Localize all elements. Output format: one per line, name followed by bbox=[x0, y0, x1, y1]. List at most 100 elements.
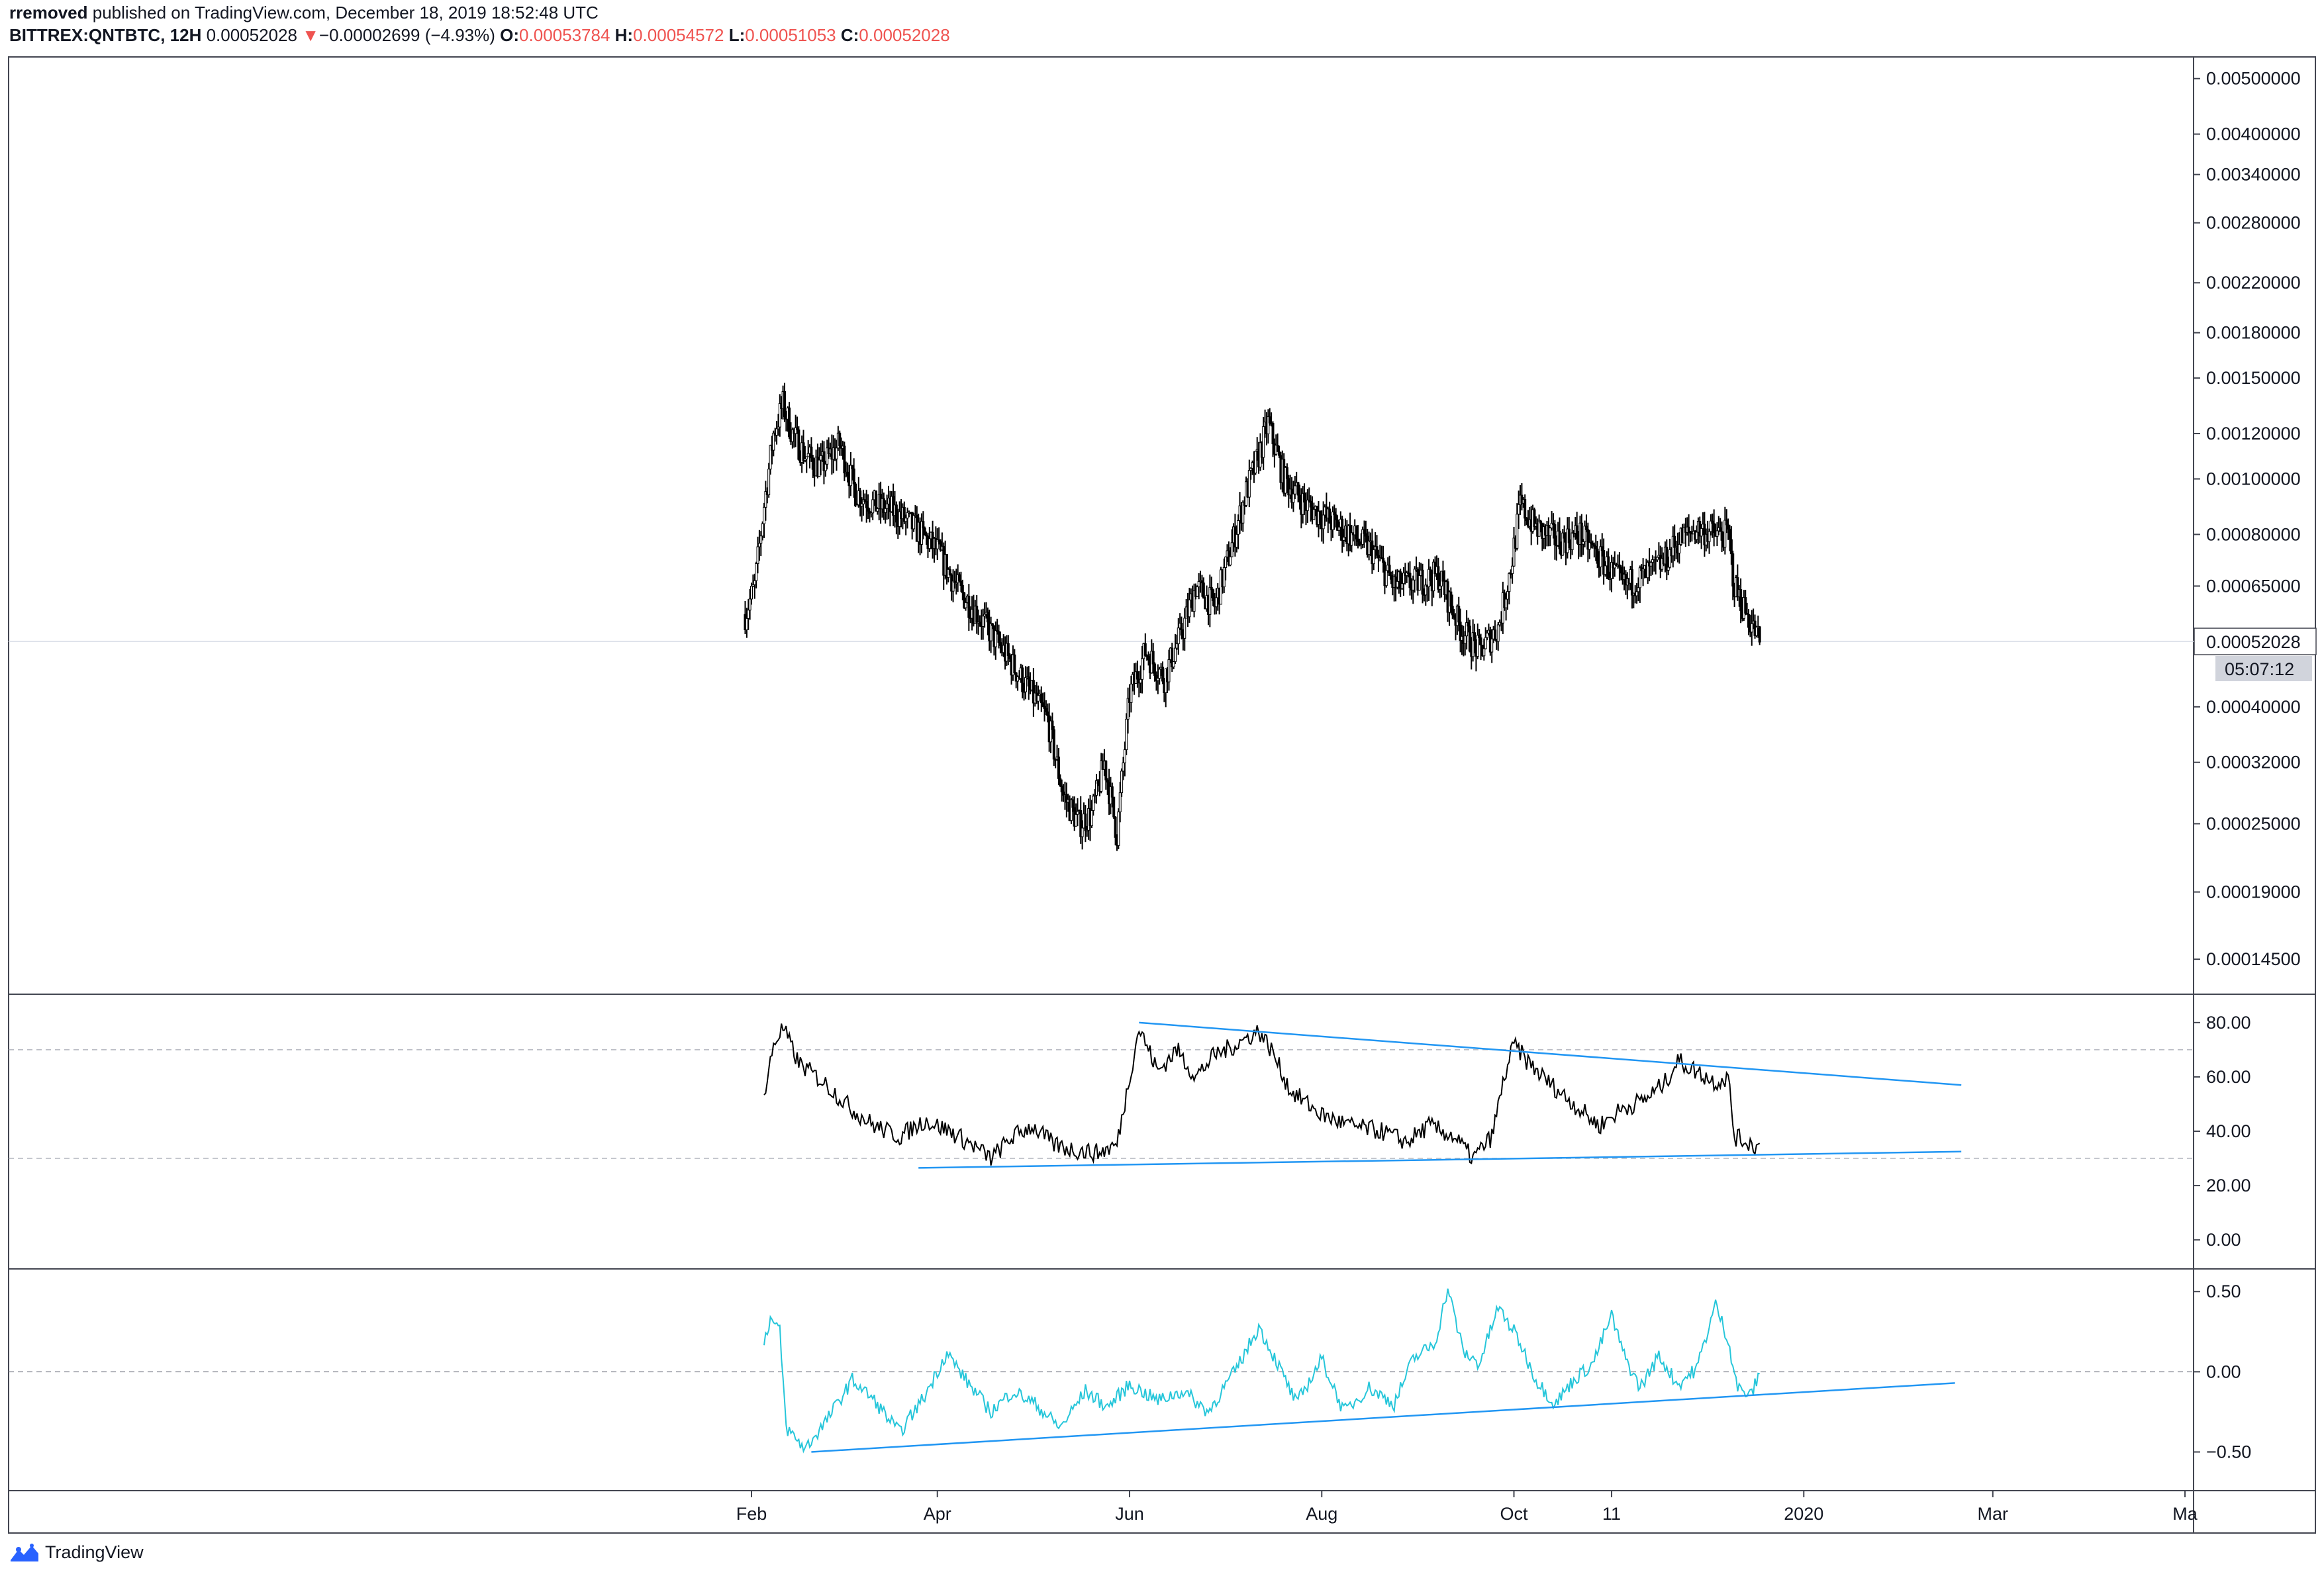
candle-body bbox=[1139, 678, 1142, 684]
candle-body bbox=[1342, 537, 1345, 541]
candle-body bbox=[865, 501, 868, 508]
candle-body bbox=[1482, 648, 1486, 657]
candle-body bbox=[1046, 711, 1049, 716]
candle-body bbox=[981, 616, 985, 627]
candle-body bbox=[1303, 492, 1306, 503]
candle-body bbox=[756, 546, 759, 564]
candle-body bbox=[1322, 514, 1325, 530]
candle-body bbox=[1057, 757, 1060, 779]
y-tick-label: 0.00019000 bbox=[2206, 882, 2301, 902]
candle-body bbox=[1750, 623, 1753, 633]
price-axis[interactable]: 0.00500000 0.00400000 0.00340000 0.00280000… bbox=[2194, 69, 2317, 1462]
x-tick-label: Ma bbox=[2172, 1504, 2198, 1524]
candle-body bbox=[1041, 702, 1045, 707]
y-tick-label: 80.00 bbox=[2206, 1013, 2251, 1033]
candle-body bbox=[1117, 812, 1120, 846]
x-tick-label: Oct bbox=[1500, 1504, 1529, 1524]
candle-body bbox=[1524, 498, 1527, 519]
candle-body bbox=[1635, 591, 1639, 596]
time-axis[interactable]: Feb Apr Jun Aug Oct 11 2020 Mar Ma bbox=[736, 1491, 2198, 1524]
y-tick-label: 0.00 bbox=[2206, 1230, 2241, 1250]
candle-body bbox=[1285, 467, 1288, 479]
candle-body bbox=[1630, 569, 1633, 596]
candle-body bbox=[819, 455, 822, 461]
y-tick-label: 0.00 bbox=[2206, 1362, 2241, 1381]
candle-body bbox=[1120, 770, 1124, 794]
candle-body bbox=[1575, 525, 1578, 539]
candle-body bbox=[1558, 530, 1561, 549]
candle-body bbox=[928, 538, 931, 549]
y-tick-label: 0.00280000 bbox=[2206, 213, 2301, 233]
symbol-label: BITTREX:QNTBTC, 12H bbox=[9, 25, 202, 45]
candle-body bbox=[1400, 583, 1404, 589]
candle-body bbox=[1147, 655, 1150, 661]
close-value: 0.00052028 bbox=[859, 25, 950, 45]
candle-body bbox=[1561, 532, 1565, 556]
candle-body bbox=[806, 453, 810, 457]
author-name[interactable]: rremoved bbox=[9, 3, 88, 23]
candle-body bbox=[1382, 557, 1385, 563]
candle-body bbox=[1125, 718, 1128, 751]
candle-body bbox=[1389, 575, 1392, 580]
candle-body bbox=[1143, 643, 1147, 656]
trendlines[interactable] bbox=[811, 1021, 1962, 1453]
candle-body bbox=[1202, 582, 1205, 599]
candle-body bbox=[867, 507, 870, 512]
candle-body bbox=[783, 391, 786, 418]
candle-body bbox=[1493, 629, 1496, 640]
candle-body bbox=[1429, 569, 1432, 581]
candle-body bbox=[854, 483, 857, 506]
candle-body bbox=[1600, 546, 1604, 551]
candle-body bbox=[1708, 531, 1711, 542]
candle-body bbox=[835, 447, 838, 459]
candle-body bbox=[802, 442, 805, 461]
candle-body bbox=[1553, 524, 1557, 545]
candle-body bbox=[1484, 637, 1487, 649]
candle-body bbox=[1271, 423, 1275, 445]
candle-body bbox=[1090, 810, 1093, 826]
candle-body bbox=[904, 518, 908, 522]
candle-body bbox=[1177, 628, 1180, 645]
candle-body bbox=[1384, 570, 1388, 586]
candle-body bbox=[1337, 526, 1341, 531]
candle-body bbox=[1197, 581, 1200, 588]
candle-body bbox=[1110, 786, 1114, 798]
candle-body bbox=[1453, 614, 1456, 618]
candle-body bbox=[748, 598, 751, 611]
x-tick-label: Aug bbox=[1306, 1504, 1337, 1524]
price-candles bbox=[744, 383, 1761, 851]
candle-body bbox=[1084, 814, 1087, 831]
candle-body bbox=[1188, 599, 1191, 618]
candle-body bbox=[967, 596, 971, 618]
candle-body bbox=[750, 586, 753, 600]
candle-body bbox=[824, 463, 827, 471]
x-tick-label: Apr bbox=[924, 1504, 951, 1524]
candle-body bbox=[1364, 533, 1367, 537]
candle-body bbox=[1027, 676, 1030, 687]
candle-body bbox=[851, 465, 854, 469]
candle-body bbox=[1667, 567, 1670, 571]
candle-body bbox=[1298, 494, 1301, 503]
candle-body bbox=[1118, 792, 1122, 813]
candle-body bbox=[1123, 749, 1126, 764]
candle-body bbox=[1309, 500, 1312, 508]
candle-body bbox=[1620, 567, 1623, 574]
tradingview-brand[interactable]: TradingView bbox=[9, 1542, 144, 1563]
candle-body bbox=[753, 580, 756, 585]
candle-body bbox=[874, 490, 877, 512]
candle-body bbox=[1175, 643, 1179, 649]
candle-body bbox=[1095, 780, 1098, 796]
chart-frame bbox=[8, 56, 2316, 1534]
open-label: O: bbox=[500, 25, 520, 45]
candle-body bbox=[1052, 729, 1055, 760]
candle-body bbox=[876, 508, 879, 512]
candle-body bbox=[1214, 597, 1218, 608]
candle-body bbox=[1235, 534, 1238, 548]
oscillator-2-line bbox=[763, 1288, 1760, 1454]
candle-body bbox=[811, 457, 814, 470]
x-tick-label: Mar bbox=[1978, 1504, 2009, 1524]
candle-body bbox=[1229, 556, 1232, 565]
candle-body bbox=[788, 407, 791, 438]
published-text: published on TradingView.com, December 1… bbox=[92, 3, 599, 23]
